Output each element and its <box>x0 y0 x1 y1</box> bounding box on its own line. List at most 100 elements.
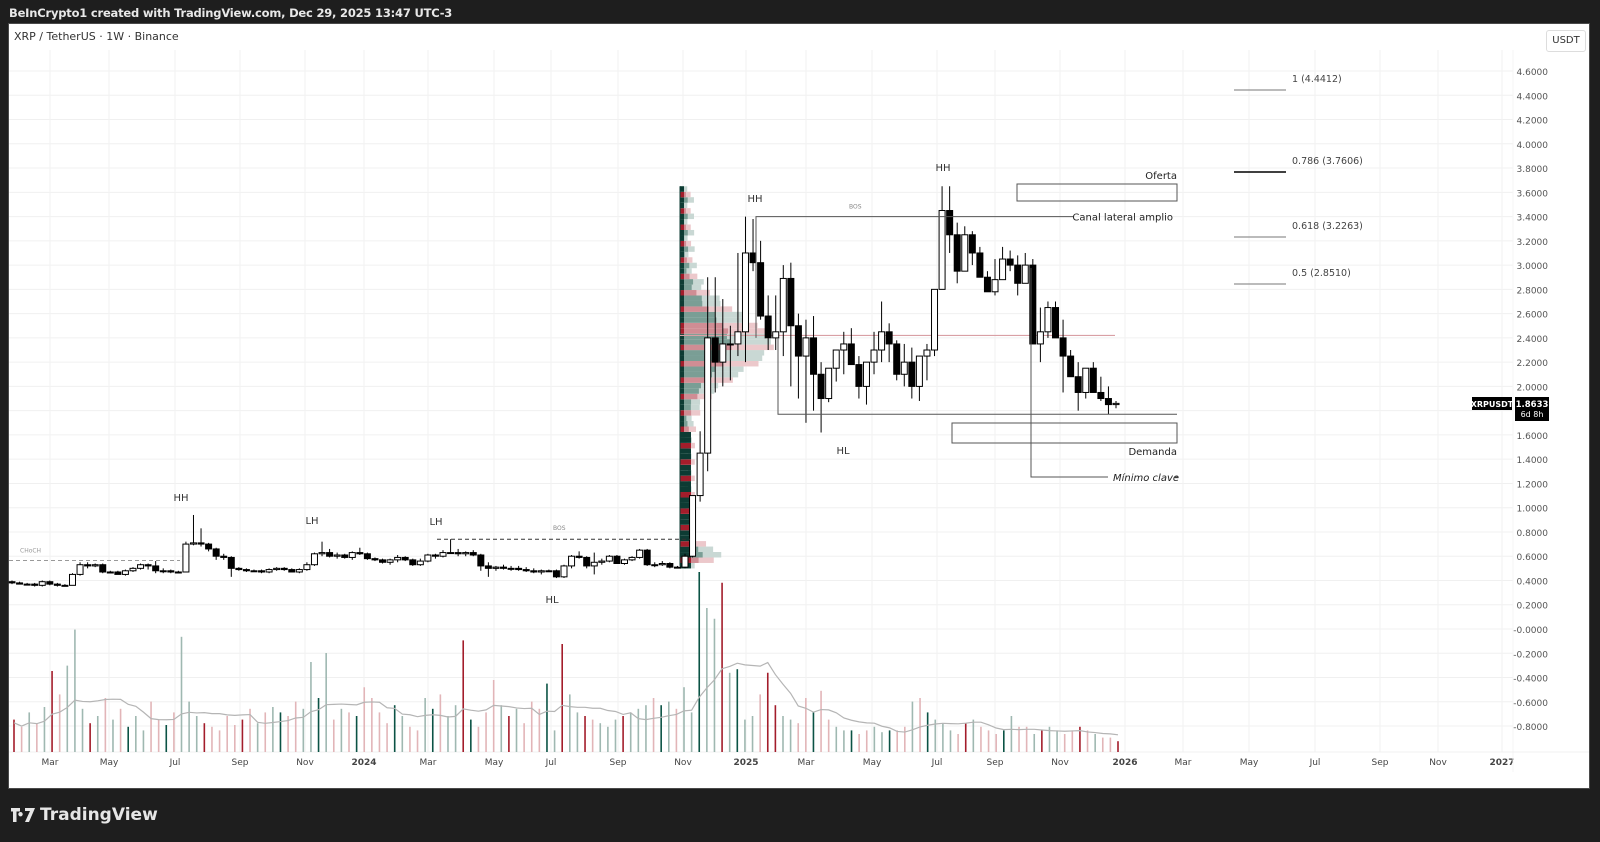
candle-bull <box>651 564 659 567</box>
minimo-clave-line[interactable] <box>1030 268 1108 478</box>
volume-profile-bar <box>680 289 697 296</box>
volume-profile-bar <box>680 317 684 323</box>
volume-profile-bar <box>680 481 691 487</box>
canal-bottom-line[interactable] <box>777 337 1177 415</box>
x-axis-tick: Jul <box>1309 758 1321 768</box>
volume-profile-bar <box>680 279 694 285</box>
candle-bull <box>878 331 886 351</box>
candle-bear <box>976 252 984 278</box>
volume-profile-bar <box>680 262 690 269</box>
symbol-tag <box>1472 397 1512 410</box>
hl-label: HL <box>836 446 850 457</box>
candle-bear <box>787 277 795 327</box>
volume-profile-bar <box>680 415 684 422</box>
candle-bull <box>802 337 810 357</box>
volume-profile-bar <box>680 377 710 383</box>
candle-bull <box>386 559 394 563</box>
volume-profile-bar <box>680 273 690 280</box>
x-axis-tick: Jul <box>931 758 943 768</box>
volume-profile-bar <box>680 350 684 356</box>
candle-bull <box>61 584 69 587</box>
candle-bear <box>401 556 409 561</box>
candle-bear <box>749 252 757 264</box>
x-axis-tick: Mar <box>420 758 437 768</box>
canal-top-line[interactable] <box>755 216 1073 219</box>
tradingview-logo[interactable]: TradingView <box>11 805 158 825</box>
demanda-label: Demanda <box>1128 447 1177 458</box>
volume-profile-bar <box>680 322 684 329</box>
lh-label: LH <box>429 517 442 528</box>
candle-bear <box>1014 264 1022 284</box>
y-axis-tick: 2.2000 <box>1517 359 1549 369</box>
y-axis-tick: -0.8000 <box>1513 723 1548 733</box>
x-axis-tick: Sep <box>1372 758 1389 768</box>
volume-profile-bar <box>680 197 684 203</box>
candle-bull <box>598 560 606 563</box>
volume-ma-line <box>13 661 1119 736</box>
volume-profile-bar <box>680 279 684 285</box>
volume-profile-bar <box>680 202 684 209</box>
candle-bear <box>968 234 976 254</box>
volume-profile-bar <box>680 355 684 362</box>
candle-bull <box>673 566 681 569</box>
y-axis-tick: 3.6000 <box>1517 189 1549 199</box>
canal-label: Canal lateral amplio <box>1072 213 1173 224</box>
candle-bear <box>227 556 235 569</box>
candle-bull <box>726 343 734 346</box>
candle-bear <box>847 343 855 366</box>
volume-profile-bar <box>680 426 689 432</box>
candle-bear <box>341 554 349 558</box>
candle-bull <box>537 570 545 573</box>
y-axis-tick: -0.2000 <box>1513 650 1548 660</box>
candle-bull <box>462 552 470 555</box>
volume-profile-bar <box>680 322 723 329</box>
candle-bear <box>1029 264 1037 345</box>
volume-profile-bar <box>680 339 684 345</box>
candle-bull <box>689 495 697 557</box>
candle-bull <box>636 549 644 558</box>
candle-bull <box>394 556 402 561</box>
demanda-zone[interactable] <box>951 422 1178 444</box>
candle-bear <box>522 569 530 572</box>
candle-bear <box>1089 367 1097 393</box>
hh-label: HH <box>935 163 950 174</box>
volume-profile-bar <box>680 240 684 247</box>
volume-profile-bar <box>680 311 684 318</box>
candle-bear <box>757 262 765 317</box>
x-axis-tick: 2025 <box>733 758 758 768</box>
volume-profile-bar <box>680 355 726 362</box>
volume-profile-bar <box>680 421 684 427</box>
fib-level-label: 1 (4.4412) <box>1292 74 1342 85</box>
x-axis-tick: Mar <box>42 758 59 768</box>
candle-bear <box>515 567 523 571</box>
candle-bull <box>961 234 969 272</box>
y-axis-tick: 0.6000 <box>1517 553 1549 563</box>
symbol-legend[interactable]: XRP / TetherUS · 1W · Binance <box>14 30 179 43</box>
y-axis-tick: 4.4000 <box>1517 92 1549 102</box>
y-axis-tick: 0.2000 <box>1517 602 1549 612</box>
volume-profile-bar <box>680 300 684 307</box>
candle-bull <box>174 571 182 574</box>
y-axis-tick: 3.0000 <box>1517 262 1549 272</box>
tradingview-logo-icon <box>11 808 35 822</box>
currency-button[interactable]: USDT <box>1546 30 1586 52</box>
candle-bull <box>840 343 848 351</box>
volume-profile-bar <box>680 360 724 367</box>
candle-bull <box>265 569 273 573</box>
candle-bull <box>1036 331 1044 345</box>
volume-profile-bar <box>680 311 716 318</box>
volume-profile-bar <box>680 306 684 312</box>
volume-profile-bar <box>680 251 684 258</box>
oferta-zone[interactable] <box>1016 183 1178 202</box>
volume-profile-bar <box>680 295 702 301</box>
candle-bear <box>1059 337 1067 357</box>
candle-bull <box>106 571 114 574</box>
candle-bear <box>469 552 477 556</box>
volume-profile-bar <box>680 470 691 476</box>
volume-profile-bar <box>680 213 684 220</box>
volume-profile-bar <box>680 475 691 482</box>
candle-bear <box>371 558 379 561</box>
volume-profile-bar <box>680 333 684 340</box>
candle-bull <box>628 556 636 561</box>
